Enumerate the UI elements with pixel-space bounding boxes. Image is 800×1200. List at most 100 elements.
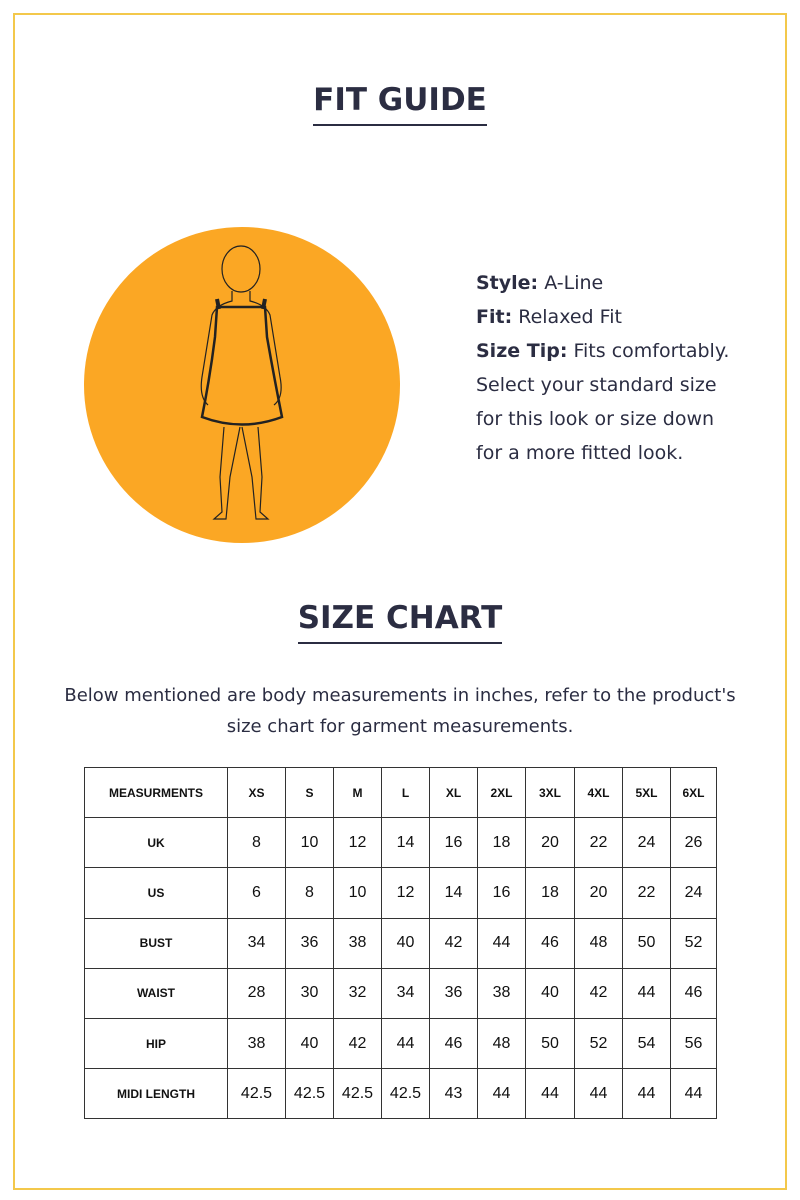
- a-line-dress-figure-icon: [200, 245, 284, 520]
- table-cell: 50: [622, 917, 671, 969]
- table-cell: 44: [477, 1068, 526, 1120]
- table-cell: 34: [381, 967, 430, 1019]
- table-cell: 48: [574, 917, 623, 969]
- table-cell: 38: [333, 917, 382, 969]
- table-cell: 48: [477, 1017, 526, 1070]
- fit-value: Relaxed Fit: [518, 306, 622, 328]
- table-cell: 20: [574, 867, 623, 919]
- table-cell: 12: [381, 867, 430, 919]
- column-header: 3XL: [525, 766, 575, 819]
- column-header: 2XL: [477, 766, 526, 819]
- table-cell: 8: [227, 817, 286, 869]
- table-cell: 42.5: [227, 1068, 286, 1120]
- row-label: US: [84, 867, 228, 919]
- table-cell: 24: [670, 867, 717, 919]
- table-cell: 44: [477, 917, 526, 969]
- table-cell: 12: [333, 817, 382, 869]
- size-chart-title-text: SIZE CHART: [297, 600, 503, 644]
- size-tip-line: Size Tip: Fits comfortably. Select your …: [476, 334, 736, 470]
- table-cell: 42: [429, 917, 478, 969]
- table-cell: 44: [622, 967, 671, 1019]
- table-cell: 52: [574, 1017, 623, 1070]
- table-cell: 34: [227, 917, 286, 969]
- row-label: UK: [84, 817, 228, 869]
- table-cell: 44: [381, 1017, 430, 1070]
- fit-label: Fit:: [476, 306, 513, 328]
- table-cell: 40: [285, 1017, 334, 1070]
- table-cell: 36: [429, 967, 478, 1019]
- column-header: L: [381, 766, 430, 819]
- column-header: XL: [429, 766, 478, 819]
- table-cell: 30: [285, 967, 334, 1019]
- table-cell: 32: [333, 967, 382, 1019]
- table-cell: 50: [525, 1017, 575, 1070]
- table-cell: 42: [574, 967, 623, 1019]
- column-header: 6XL: [670, 766, 717, 819]
- table-row: US 6 8 10 12 14 16 18 20 22 24: [84, 867, 717, 919]
- size-chart-table: MEASURMENTS XS S M L XL 2XL 3XL 4XL 5XL 6XL UK 8 10 12…: [84, 766, 717, 1120]
- table-row: MIDI LENGTH 42.5 42.5 42.5 42.5 43 44 44 44 44 44: [84, 1068, 717, 1120]
- table-cell: 38: [477, 967, 526, 1019]
- table-cell: 42.5: [285, 1068, 334, 1120]
- style-label: Style:: [476, 272, 539, 294]
- row-label: HIP: [84, 1017, 228, 1070]
- fit-info: Style: A-Line Fit: Relaxed Fit Size Tip:…: [476, 266, 736, 470]
- table-cell: 24: [622, 817, 671, 869]
- table-cell: 38: [227, 1017, 286, 1070]
- table-row: WAIST 28 30 32 34 36 38 40 42 44 46: [84, 967, 717, 1019]
- table-cell: 36: [285, 917, 334, 969]
- fit-guide-title: FIT GUIDE: [0, 82, 800, 126]
- size-chart-title: SIZE CHART: [0, 600, 800, 644]
- size-chart-description: Below mentioned are body measurements in…: [64, 685, 736, 737]
- table-cell: 54: [622, 1017, 671, 1070]
- size-tip-label: Size Tip:: [476, 340, 568, 362]
- table-row: UK 8 10 12 14 16 18 20 22 24 26: [84, 817, 717, 869]
- column-header: S: [285, 766, 334, 819]
- table-cell: 46: [429, 1017, 478, 1070]
- row-label: MIDI LENGTH: [84, 1068, 228, 1120]
- fit-line: Fit: Relaxed Fit: [476, 300, 736, 334]
- table-cell: 16: [429, 817, 478, 869]
- table-row: HIP 38 40 42 44 46 48 50 52 54 56: [84, 1017, 717, 1070]
- table-cell: 14: [381, 817, 430, 869]
- table-row: BUST 34 36 38 40 42 44 46 48 50 52: [84, 917, 717, 969]
- table-cell: 22: [574, 817, 623, 869]
- table-cell: 14: [429, 867, 478, 919]
- table-cell: 28: [227, 967, 286, 1019]
- table-cell: 18: [525, 867, 575, 919]
- table-cell: 44: [622, 1068, 671, 1120]
- table-cell: 8: [285, 867, 334, 919]
- table-cell: 42.5: [381, 1068, 430, 1120]
- table-cell: 22: [622, 867, 671, 919]
- column-header: 5XL: [622, 766, 671, 819]
- table-cell: 56: [670, 1017, 717, 1070]
- table-cell: 43: [429, 1068, 478, 1120]
- table-cell: 44: [574, 1068, 623, 1120]
- style-line: Style: A-Line: [476, 266, 736, 300]
- table-cell: 46: [525, 917, 575, 969]
- table-cell: 46: [670, 967, 717, 1019]
- table-cell: 26: [670, 817, 717, 869]
- table-cell: 40: [525, 967, 575, 1019]
- table-cell: 44: [670, 1068, 717, 1120]
- column-header: XS: [227, 766, 286, 819]
- size-tip-value: Fits comfortably. Select your standard s…: [476, 340, 730, 464]
- table-cell: 10: [285, 817, 334, 869]
- style-value: A-Line: [544, 272, 604, 294]
- table-cell: 18: [477, 817, 526, 869]
- table-cell: 40: [381, 917, 430, 969]
- table-cell: 44: [525, 1068, 575, 1120]
- fit-guide-title-text: FIT GUIDE: [313, 82, 487, 126]
- table-cell: 52: [670, 917, 717, 969]
- table-cell: 42: [333, 1017, 382, 1070]
- column-header: MEASURMENTS: [84, 766, 228, 819]
- table-cell: 16: [477, 867, 526, 919]
- table-header-row: MEASURMENTS XS S M L XL 2XL 3XL 4XL 5XL 6XL: [84, 766, 717, 819]
- column-header: M: [333, 766, 382, 819]
- fit-illustration: [84, 227, 400, 543]
- page-frame: [13, 13, 787, 1190]
- table-cell: 20: [525, 817, 575, 869]
- row-label: BUST: [84, 917, 228, 969]
- table-cell: 42.5: [333, 1068, 382, 1120]
- row-label: WAIST: [84, 967, 228, 1019]
